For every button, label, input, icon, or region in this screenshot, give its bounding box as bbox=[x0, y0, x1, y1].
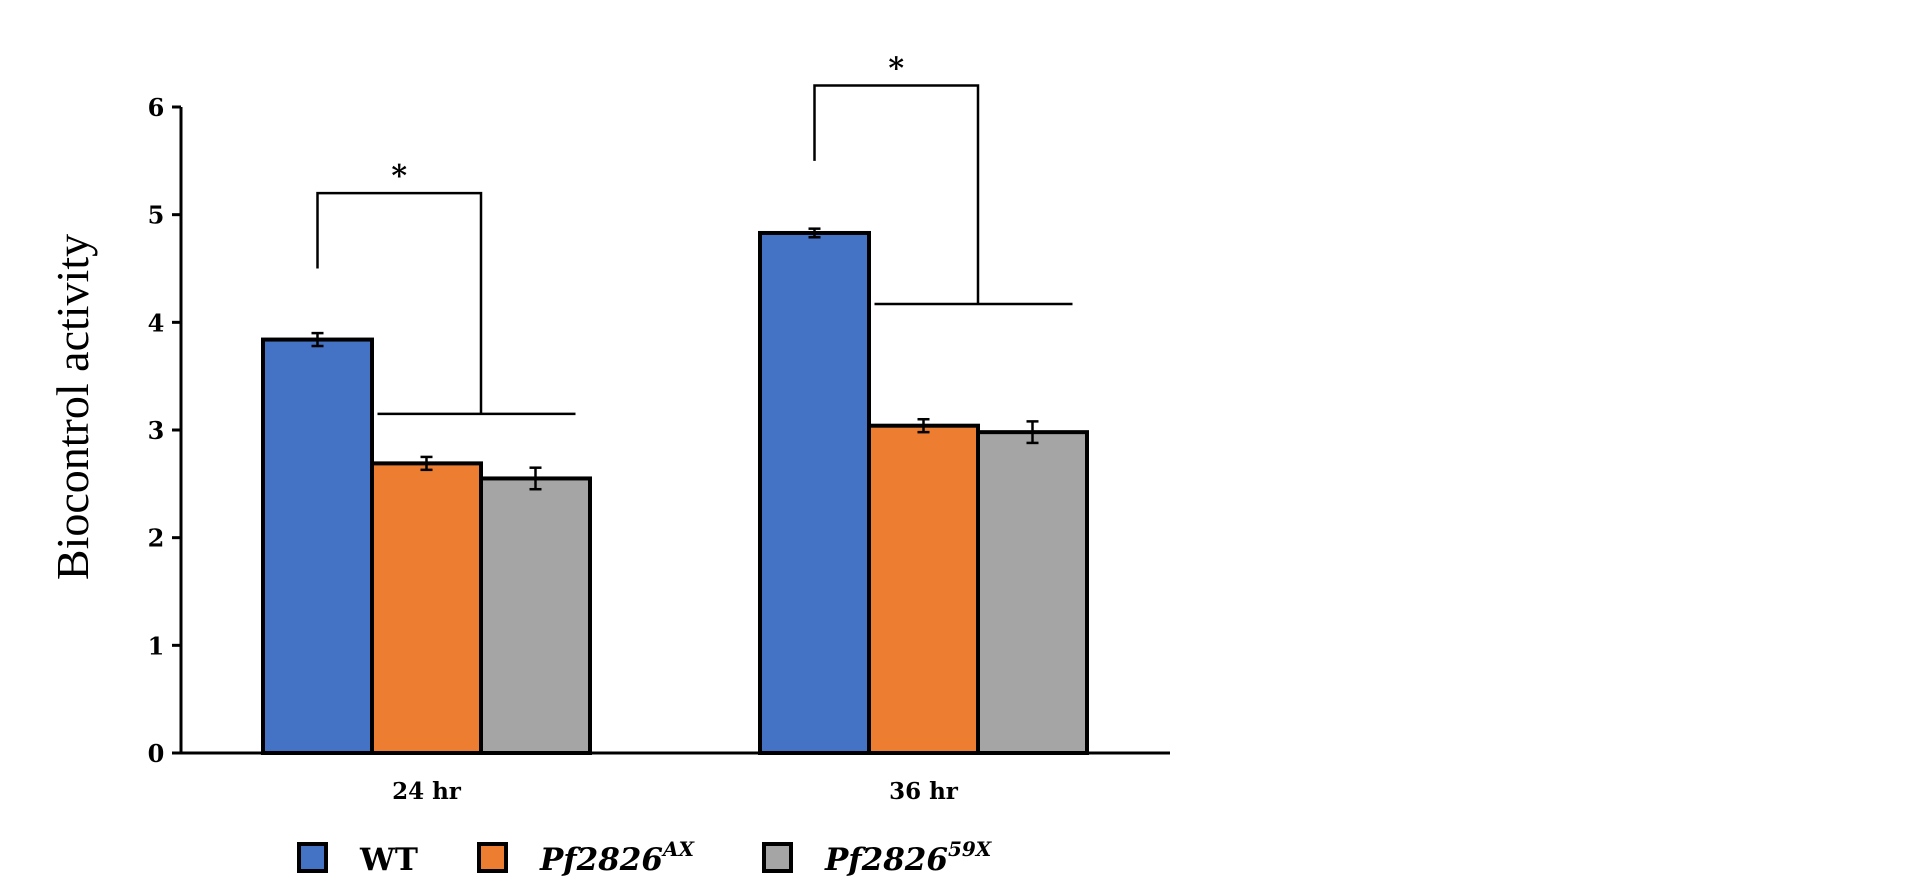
error-bars bbox=[311, 227, 1039, 491]
significance-star: * bbox=[888, 51, 904, 86]
legend-swatch bbox=[477, 842, 508, 873]
significance-brackets: ** bbox=[316, 51, 1073, 416]
significance-star: * bbox=[391, 159, 407, 194]
legend: WT Pf2826AX Pf282659X bbox=[297, 837, 993, 878]
significance-bracket: * bbox=[316, 159, 576, 416]
error-bar bbox=[529, 466, 542, 491]
legend-item-0: WT bbox=[297, 842, 418, 878]
legend-label: WT bbox=[359, 842, 418, 878]
bar-wt-0 bbox=[261, 337, 374, 755]
error-bar bbox=[420, 455, 433, 472]
bar-pf2826ax-1 bbox=[867, 423, 980, 755]
y-tick-label: 4 bbox=[148, 308, 165, 337]
error-bar bbox=[1026, 420, 1039, 445]
legend-item-1: Pf2826AX bbox=[477, 837, 695, 878]
x-axis: 24 hr 36 hr bbox=[172, 751, 1170, 805]
error-bar bbox=[311, 331, 324, 348]
bars bbox=[261, 230, 1089, 756]
y-tick-label: 5 bbox=[148, 201, 165, 230]
y-tick-label: 1 bbox=[148, 631, 165, 660]
y-tick-label: 0 bbox=[148, 739, 165, 768]
error-bar bbox=[808, 227, 821, 239]
y-tick-label: 6 bbox=[148, 93, 165, 122]
legend-label: Pf2826AX bbox=[539, 837, 695, 878]
legend-item-2: Pf282659X bbox=[762, 837, 993, 878]
x-category-label: 24 hr bbox=[392, 778, 462, 805]
bar-pf282659x-1 bbox=[976, 430, 1089, 755]
y-axis: 0 1 2 3 4 5 6 bbox=[148, 93, 183, 768]
legend-swatch bbox=[297, 842, 328, 873]
x-category-label: 36 hr bbox=[889, 778, 959, 805]
bar-pf2826ax-0 bbox=[370, 461, 483, 755]
bar-pf282659x-0 bbox=[479, 476, 592, 755]
significance-bracket: * bbox=[813, 51, 1073, 306]
error-bar bbox=[917, 417, 930, 434]
legend-label: Pf282659X bbox=[824, 837, 993, 878]
bar-wt-1 bbox=[758, 230, 871, 756]
legend-swatch bbox=[762, 842, 793, 873]
y-tick-label: 2 bbox=[148, 524, 165, 553]
y-tick-label: 3 bbox=[148, 416, 165, 445]
y-axis-label: Biocontrol activity bbox=[47, 234, 98, 580]
